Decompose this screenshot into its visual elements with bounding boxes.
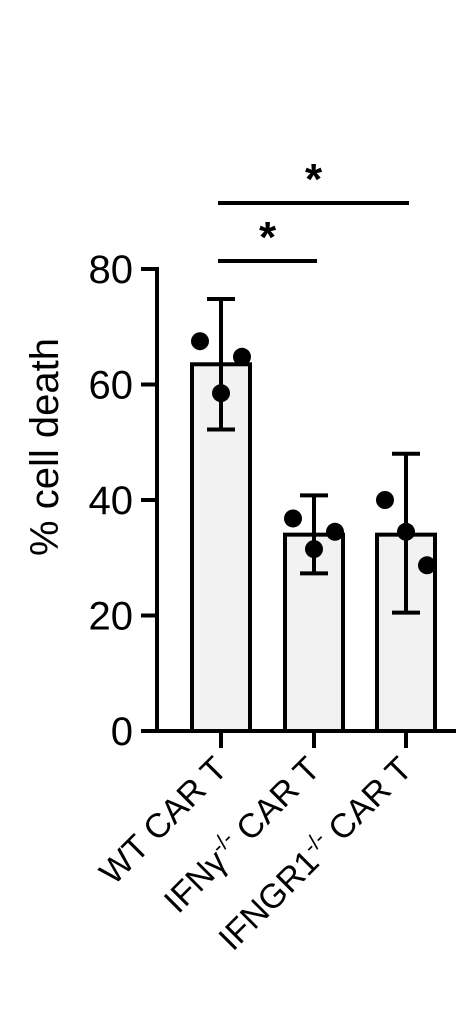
y-axis-label: % cell death xyxy=(23,338,67,556)
points-group xyxy=(191,332,436,575)
data-point-3-3 xyxy=(418,556,436,575)
y-tick-label-80: 80 xyxy=(89,248,134,292)
data-point-2-3 xyxy=(326,522,344,541)
axes-group: 0 20 40 60 80 xyxy=(89,248,456,754)
data-point-1-3 xyxy=(233,347,251,366)
y-tick-label-40: 40 xyxy=(89,479,134,523)
significance-star-1: * xyxy=(259,213,277,262)
data-point-2-2 xyxy=(305,540,323,559)
y-tick-label-0: 0 xyxy=(111,710,133,754)
data-point-3-2 xyxy=(397,522,415,541)
y-tick-label-20: 20 xyxy=(89,595,134,639)
significance-star-2: * xyxy=(305,155,323,204)
significance-group: ** xyxy=(218,155,409,263)
data-point-2-1 xyxy=(284,509,302,528)
data-point-1-2 xyxy=(212,384,230,403)
data-point-1-1 xyxy=(191,332,209,351)
data-point-3-1 xyxy=(376,491,394,509)
y-tick-label-60: 60 xyxy=(89,364,134,408)
